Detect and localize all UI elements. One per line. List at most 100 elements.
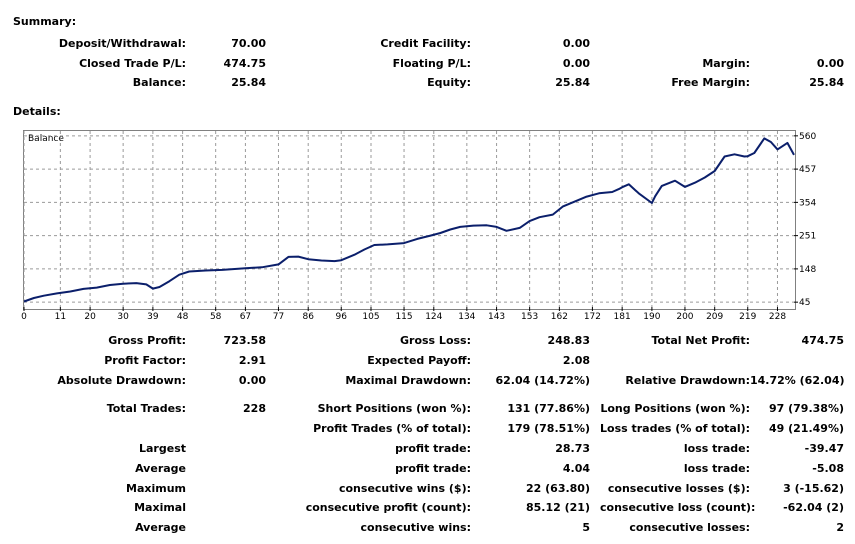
largest-loss-label: loss trade:	[683, 442, 750, 455]
max-consec-wins-label: consecutive wins ($):	[338, 482, 471, 495]
summary-title: Summary:	[13, 15, 77, 28]
x-tick-label: 190	[643, 312, 660, 322]
short-positions-label: Short Positions (won %):	[317, 402, 471, 415]
average-loss-value: -5.08	[812, 462, 844, 475]
largest-loss-value: -39.47	[804, 442, 844, 455]
x-tick-label: 96	[336, 312, 348, 322]
floating-pl-label: Floating P/L:	[392, 57, 471, 70]
y-tick-label: 457	[799, 165, 816, 175]
equity-value: 25.84	[555, 76, 590, 89]
total-net-profit-label: Total Net Profit:	[651, 334, 751, 347]
avg-consec-wins-value: 5	[582, 521, 590, 534]
x-tick-label: 172	[584, 312, 601, 322]
x-tick-label: 0	[21, 312, 27, 322]
x-tick-label: 181	[614, 312, 631, 322]
average2-label: Average	[135, 521, 186, 534]
expected-payoff-label: Expected Payoff:	[367, 354, 471, 367]
balance-label: Balance:	[132, 76, 186, 89]
profit-factor-value: 2.91	[238, 354, 266, 367]
absolute-drawdown-label: Absolute Drawdown:	[57, 374, 186, 387]
balance-chart-svg: Balance 45 148 251 354 457 560 0 11 20 30 39 48 58 67 7…	[21, 131, 816, 322]
total-net-profit-value: 474.75	[801, 334, 844, 347]
gross-profit-value: 723.58	[223, 334, 266, 347]
x-tick-label: 115	[395, 312, 412, 322]
loss-trades-label: Loss trades (% of total):	[600, 422, 751, 435]
margin-label: Margin:	[702, 57, 750, 70]
maximal-label: Maximal	[134, 501, 186, 514]
chart-title: Balance	[28, 134, 64, 144]
total-trades-value: 228	[243, 402, 266, 415]
x-tick-label: 20	[84, 312, 96, 322]
loss-trades-value: 49 (21.49%)	[768, 422, 844, 435]
expected-payoff-value: 2.08	[562, 354, 590, 367]
deposit-value: 70.00	[231, 37, 266, 50]
x-tick-label: 200	[676, 312, 693, 322]
x-tick-label: 11	[55, 312, 66, 322]
balance-series-line	[23, 137, 795, 303]
long-positions-value: 97 (79.38%)	[768, 402, 844, 415]
x-tick-label: 86	[302, 312, 314, 322]
deposit-label: Deposit/Withdrawal:	[58, 37, 186, 50]
x-tick-label: 77	[273, 312, 284, 322]
avg-consec-losses-value: 2	[836, 521, 844, 534]
largest-profit-value: 28.73	[555, 442, 590, 455]
x-tick-label: 143	[488, 312, 505, 322]
average-profit-value: 4.04	[562, 462, 590, 475]
closed-pl-value: 474.75	[223, 57, 266, 70]
maximal-consec-profit-value: 85.12 (21)	[526, 501, 590, 514]
maximum-label: Maximum	[126, 482, 186, 495]
profit-trades-value: 179 (78.51%)	[507, 422, 590, 435]
credit-label: Credit Facility:	[380, 37, 471, 50]
x-tick-label: 124	[425, 312, 442, 322]
y-tick-label: 560	[799, 132, 816, 142]
free-margin-label: Free Margin:	[671, 76, 750, 89]
equity-label: Equity:	[427, 76, 471, 89]
maximal-consec-loss-value: -62.04 (2)	[783, 501, 844, 514]
x-tick-label: 67	[240, 312, 251, 322]
average-loss-label: loss trade:	[683, 462, 750, 475]
x-tick-label: 58	[210, 312, 222, 322]
x-tick-label: 153	[521, 312, 538, 322]
absolute-drawdown-value: 0.00	[238, 374, 266, 387]
maximal-drawdown-label: Maximal Drawdown:	[345, 374, 471, 387]
balance-value: 25.84	[231, 76, 266, 89]
x-tick-label: 228	[769, 312, 786, 322]
credit-value: 0.00	[562, 37, 590, 50]
x-tick-label: 134	[458, 312, 475, 322]
profit-factor-label: Profit Factor:	[104, 354, 186, 367]
short-positions-value: 131 (77.86%)	[507, 402, 590, 415]
x-tick-label: 105	[362, 312, 379, 322]
max-consec-losses-label: consecutive losses ($):	[607, 482, 750, 495]
avg-consec-losses-label: consecutive losses:	[629, 521, 750, 534]
gross-profit-label: Gross Profit:	[108, 334, 186, 347]
margin-value: 0.00	[816, 57, 844, 70]
y-tick-label: 354	[799, 198, 816, 208]
relative-drawdown-value: 14.72% (62.04)	[750, 374, 845, 387]
details-title: Details:	[13, 105, 61, 118]
floating-pl-value: 0.00	[562, 57, 590, 70]
y-tick-label: 251	[799, 232, 816, 242]
gross-loss-value: 248.83	[547, 334, 590, 347]
maximal-drawdown-value: 62.04 (14.72%)	[495, 374, 591, 387]
avg-consec-wins-label: consecutive wins:	[360, 521, 471, 534]
balance-chart	[23, 130, 796, 310]
long-positions-label: Long Positions (won %):	[600, 402, 750, 415]
x-tick-label: 39	[147, 312, 159, 322]
x-tick-label: 48	[177, 312, 189, 322]
max-consec-wins-value: 22 (63.80)	[526, 482, 590, 495]
y-tick-label: 148	[799, 265, 816, 275]
x-tick-label: 219	[739, 312, 756, 322]
average-profit-label: profit trade:	[395, 462, 471, 475]
profit-trades-label: Profit Trades (% of total):	[313, 422, 471, 435]
y-tick-label: 45	[799, 298, 810, 308]
free-margin-value: 25.84	[809, 76, 844, 89]
x-tick-label: 209	[706, 312, 723, 322]
x-tick-label: 162	[551, 312, 568, 322]
relative-drawdown-label: Relative Drawdown:	[625, 374, 750, 387]
max-consec-losses-value: 3 (-15.62)	[783, 482, 844, 495]
largest-label: Largest	[139, 442, 186, 455]
maximal-consec-loss-label: consecutive loss (count):	[600, 501, 756, 514]
average-label: Average	[135, 462, 186, 475]
gross-loss-label: Gross Loss:	[400, 334, 471, 347]
largest-profit-label: profit trade:	[395, 442, 471, 455]
